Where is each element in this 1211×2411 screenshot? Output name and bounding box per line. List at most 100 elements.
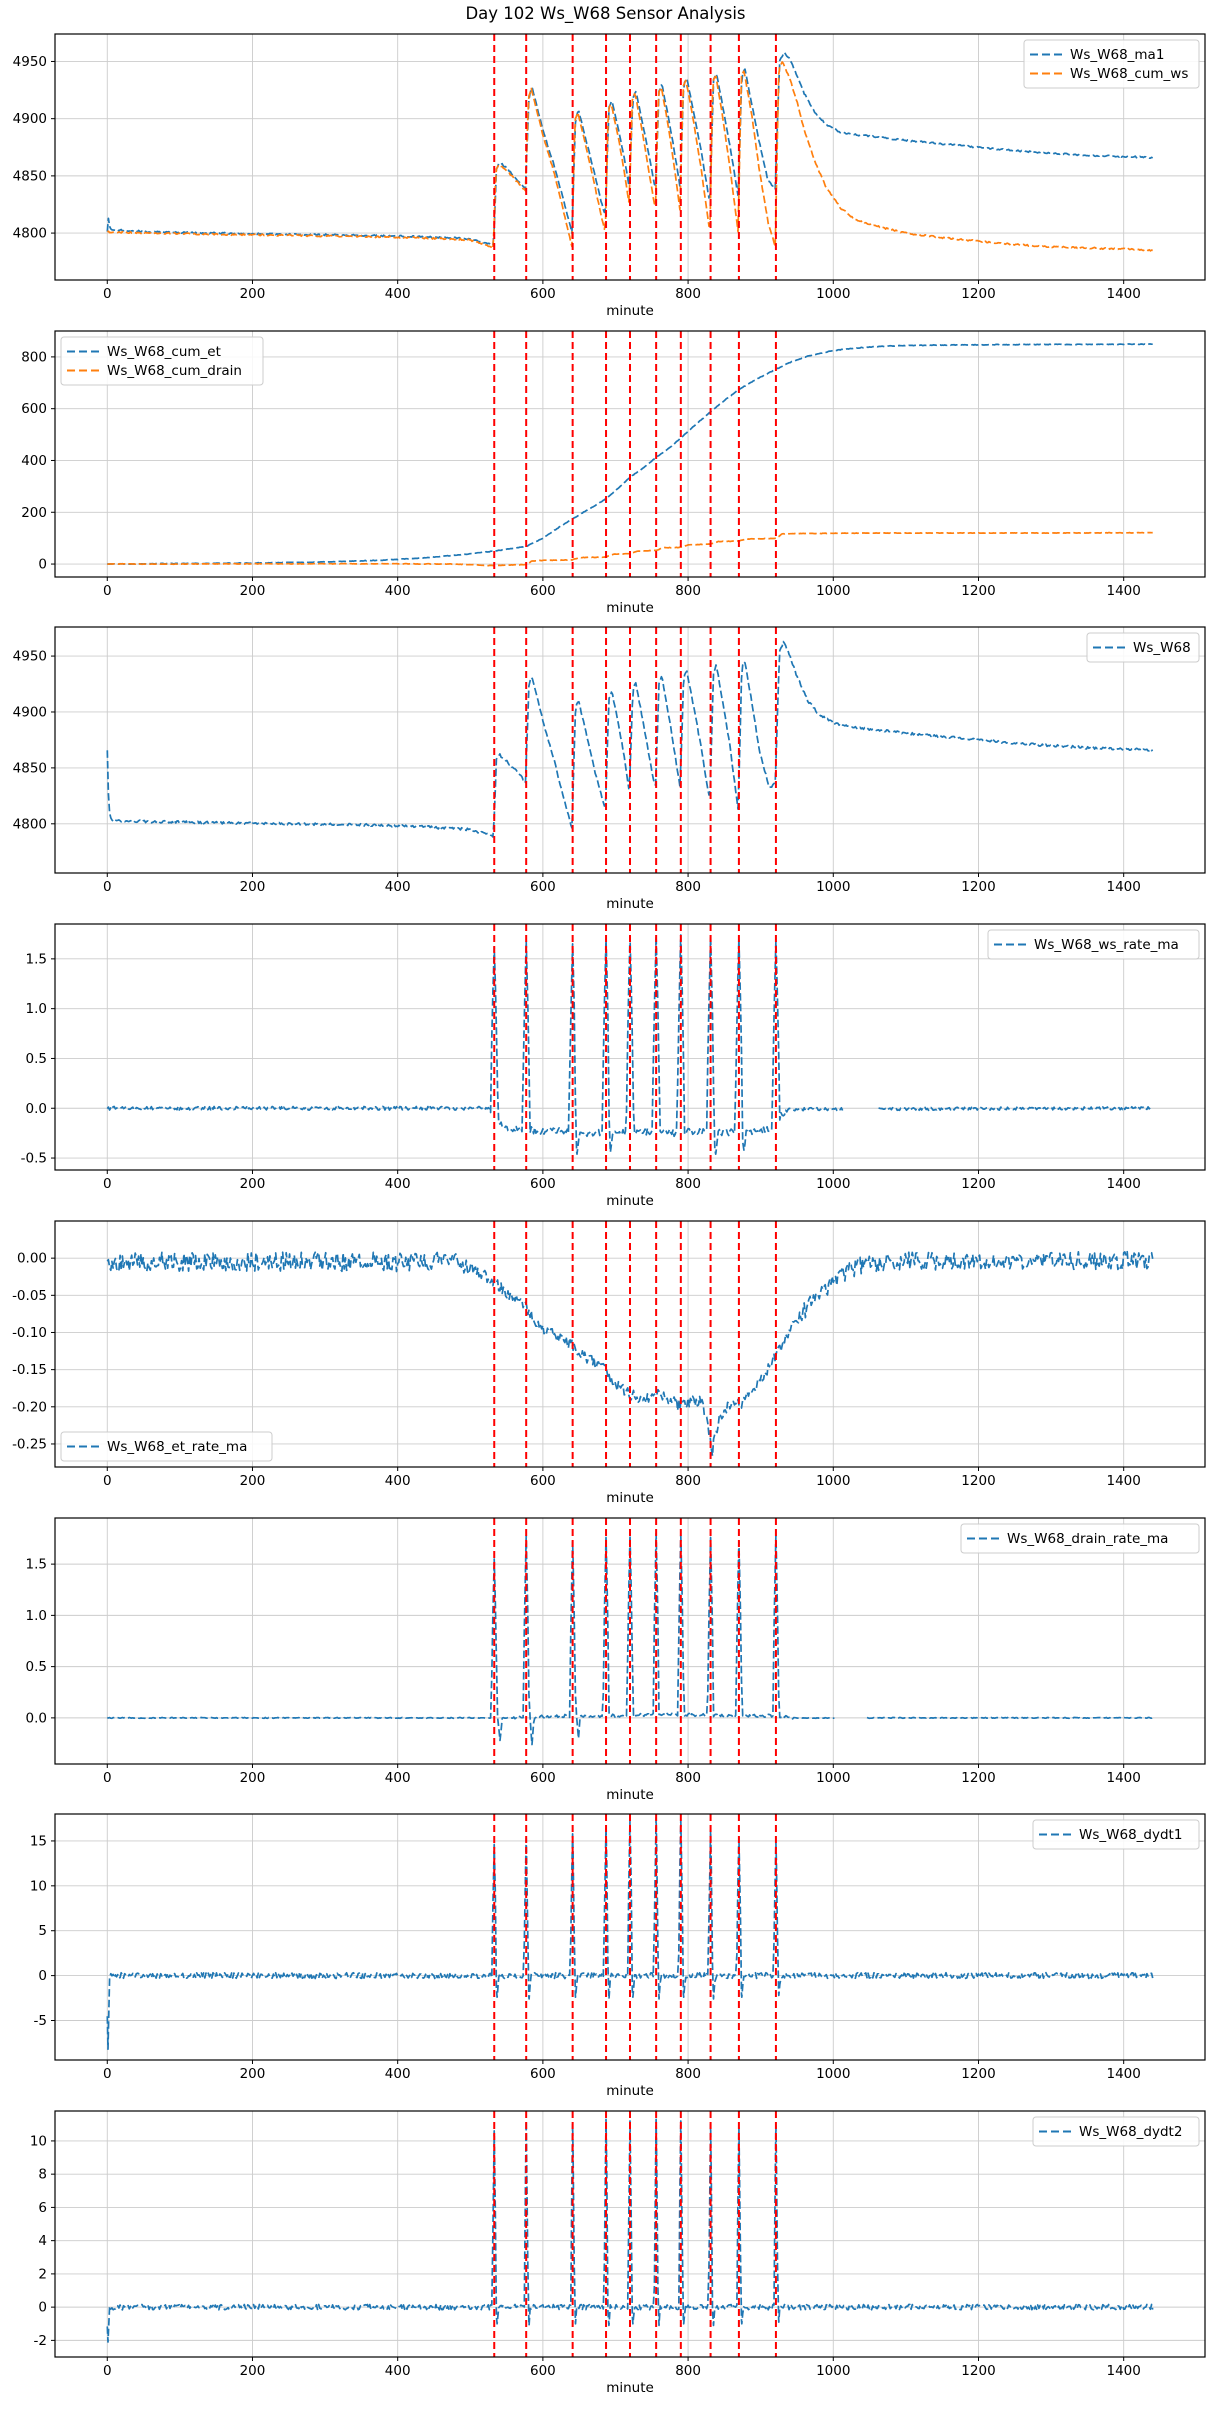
x-axis-label: minute bbox=[606, 1193, 654, 1209]
x-tick-label: 800 bbox=[675, 1770, 701, 1786]
legend-label: Ws_W68_dydt1 bbox=[1079, 1827, 1182, 1843]
x-tick-label: 1200 bbox=[961, 2363, 995, 2379]
subplot-ws-raw: 0 200 400 600 800 1000 1200 1400 4800 4850 4900 495… bbox=[13, 626, 1206, 912]
y-tick-label: 4900 bbox=[13, 111, 47, 127]
x-tick-label: 1400 bbox=[1107, 2066, 1141, 2082]
x-tick-label: 0 bbox=[103, 2066, 112, 2082]
x-tick-label: 400 bbox=[385, 1473, 411, 1489]
x-tick-label: 200 bbox=[240, 1770, 266, 1786]
x-tick-label: 0 bbox=[103, 286, 112, 302]
y-tick-label: 0 bbox=[38, 2300, 47, 2316]
legend: Ws_W68_cum_et Ws_W68_cum_drain bbox=[60, 336, 264, 386]
x-tick-label: 1000 bbox=[816, 1770, 850, 1786]
x-tick-label: 400 bbox=[385, 1770, 411, 1786]
legend-label: Ws_W68_ws_rate_ma bbox=[1034, 937, 1179, 953]
legend: Ws_W68_drain_rate_ma bbox=[960, 1523, 1200, 1554]
y-tick-label: 10 bbox=[30, 1878, 47, 1894]
y-tick-label: 4800 bbox=[13, 816, 47, 832]
x-axis-label: minute bbox=[606, 2083, 654, 2099]
x-tick-label: 0 bbox=[103, 2363, 112, 2379]
axes-frame bbox=[54, 1517, 1206, 1765]
y-tick-label: 400 bbox=[21, 453, 47, 469]
x-tick-label: 1400 bbox=[1107, 2363, 1141, 2379]
x-tick-label: 0 bbox=[103, 1473, 112, 1489]
x-tick-label: 200 bbox=[240, 1473, 266, 1489]
x-tick-label: 0 bbox=[103, 1770, 112, 1786]
legend-label: Ws_W68_et_rate_ma bbox=[107, 1439, 247, 1455]
x-tick-label: 1200 bbox=[961, 2066, 995, 2082]
series-Ws_W68_dydt2 bbox=[106, 2118, 1154, 2343]
y-tick-label: 4950 bbox=[13, 649, 47, 665]
y-tick-label: 6 bbox=[38, 2200, 47, 2216]
x-tick-label: 800 bbox=[675, 2066, 701, 2082]
y-tick-label: 4950 bbox=[13, 54, 47, 70]
subplot-ws-rate-ma: 0 200 400 600 800 1000 1200 1400 -0.5 0.0 0.5 1.0 1.… bbox=[21, 923, 1206, 1209]
x-tick-label: 1400 bbox=[1107, 1473, 1141, 1489]
y-tick-label: -0.5 bbox=[21, 1151, 47, 1167]
subplot-dydt1: 0 200 400 600 800 1000 1200 1400 -5 0 5 10 15 minute W… bbox=[30, 1813, 1206, 2099]
x-tick-label: 1000 bbox=[816, 583, 850, 599]
x-tick-label: 0 bbox=[103, 583, 112, 599]
legend: Ws_W68 bbox=[1086, 632, 1200, 663]
x-tick-label: 1000 bbox=[816, 2066, 850, 2082]
subplot-drain-rate-ma: 0 200 400 600 800 1000 1200 1400 0.0 0.5 1.0 1.5 min… bbox=[26, 1517, 1206, 1803]
y-tick-label: 0 bbox=[38, 557, 47, 573]
x-tick-label: 1200 bbox=[961, 1473, 995, 1489]
x-tick-label: 1400 bbox=[1107, 1176, 1141, 1192]
y-tick-label: 200 bbox=[21, 505, 47, 521]
series-Ws_W68_drain_rate_ma bbox=[866, 1716, 1154, 1720]
x-tick-label: 1000 bbox=[816, 2363, 850, 2379]
legend-box bbox=[1032, 2116, 1200, 2147]
x-tick-label: 1400 bbox=[1107, 879, 1141, 895]
legend-label: Ws_W68 bbox=[1133, 640, 1191, 656]
x-tick-label: 0 bbox=[103, 879, 112, 895]
y-tick-label: -5 bbox=[34, 2013, 47, 2029]
axes-frame bbox=[54, 330, 1206, 578]
axes-frame bbox=[54, 1220, 1206, 1468]
x-tick-label: 200 bbox=[240, 583, 266, 599]
x-tick-label: 600 bbox=[530, 1176, 556, 1192]
x-tick-label: 0 bbox=[103, 1176, 112, 1192]
y-tick-label: -0.25 bbox=[12, 1436, 47, 1452]
x-axis-label: minute bbox=[606, 1787, 654, 1803]
x-tick-label: 800 bbox=[675, 1176, 701, 1192]
y-tick-label: 15 bbox=[30, 1833, 47, 1849]
x-tick-label: 1000 bbox=[816, 286, 850, 302]
series-Ws_W68_cum_drain bbox=[107, 531, 1153, 567]
legend: Ws_W68_dydt2 bbox=[1032, 2116, 1200, 2147]
y-tick-label: 4 bbox=[38, 2233, 47, 2249]
y-tick-label: 0.0 bbox=[26, 1710, 47, 1726]
y-tick-label: 2 bbox=[38, 2266, 47, 2282]
axes-frame bbox=[54, 626, 1206, 874]
y-tick-label: 1.5 bbox=[26, 1557, 47, 1573]
x-tick-label: 1400 bbox=[1107, 286, 1141, 302]
legend-box bbox=[1086, 632, 1200, 663]
series-Ws_W68_drain_rate_ma bbox=[107, 1532, 835, 1746]
y-tick-label: 1.0 bbox=[26, 1001, 47, 1017]
x-tick-label: 200 bbox=[240, 2363, 266, 2379]
y-tick-label: 8 bbox=[38, 2167, 47, 2183]
legend-label: Ws_W68_ma1 bbox=[1070, 47, 1164, 63]
axes-frame bbox=[54, 1813, 1206, 2061]
x-tick-label: 600 bbox=[530, 286, 556, 302]
x-tick-label: 600 bbox=[530, 1473, 556, 1489]
y-tick-label: -2 bbox=[34, 2333, 47, 2349]
y-tick-label: 4850 bbox=[13, 168, 47, 184]
x-tick-label: 200 bbox=[240, 286, 266, 302]
x-tick-label: 800 bbox=[675, 286, 701, 302]
x-tick-label: 400 bbox=[385, 286, 411, 302]
x-tick-label: 1200 bbox=[961, 286, 995, 302]
y-tick-label: 800 bbox=[21, 349, 47, 365]
legend-box bbox=[1032, 1819, 1200, 1850]
y-tick-label: 1.0 bbox=[26, 1608, 47, 1624]
x-tick-label: 400 bbox=[385, 2066, 411, 2082]
legend: Ws_W68_ws_rate_ma bbox=[987, 929, 1200, 960]
legend-label: Ws_W68_cum_ws bbox=[1070, 66, 1188, 82]
figure-title: Day 102 Ws_W68 Sensor Analysis bbox=[465, 4, 746, 23]
y-tick-label: 4850 bbox=[13, 760, 47, 776]
x-tick-label: 600 bbox=[530, 2066, 556, 2082]
x-axis-label: minute bbox=[606, 303, 654, 319]
x-tick-label: 1400 bbox=[1107, 1770, 1141, 1786]
legend-box bbox=[60, 1431, 273, 1462]
